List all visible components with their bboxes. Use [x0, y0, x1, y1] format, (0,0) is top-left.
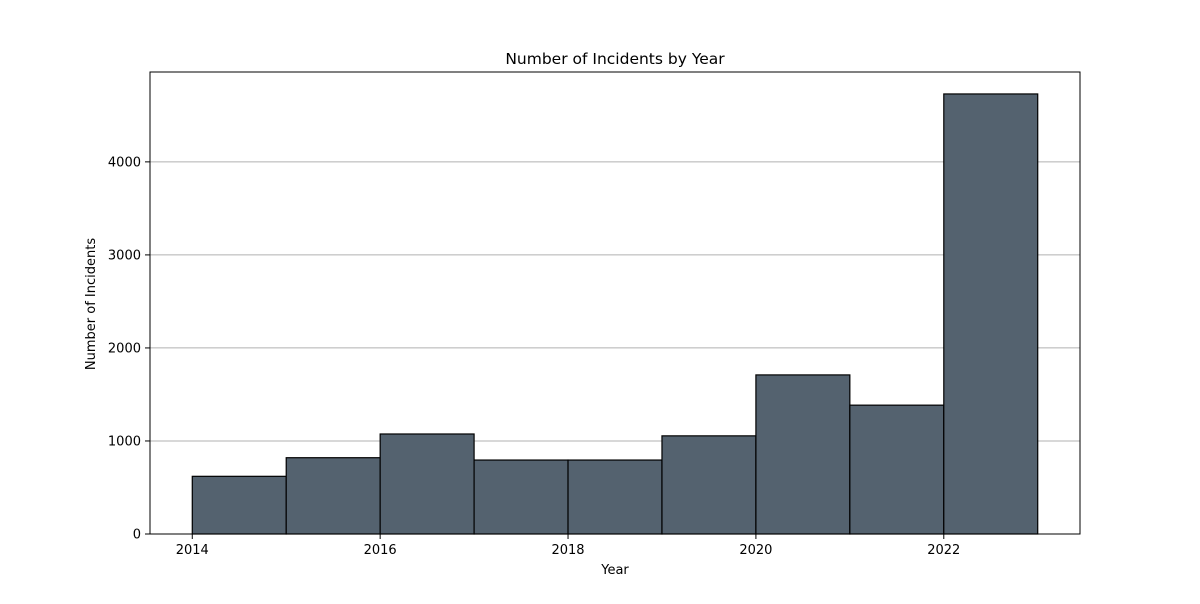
axes-frame: [149, 71, 1081, 535]
y-tick-label: 1000: [108, 434, 141, 449]
y-tick-label: 4000: [108, 155, 141, 170]
y-axis-label: Number of Incidents: [84, 238, 99, 370]
y-tick-label: 2000: [108, 341, 141, 356]
x-axis-label: Year: [600, 563, 629, 578]
chart-title: Number of Incidents by Year: [505, 50, 725, 68]
x-tick-label: 2016: [364, 543, 397, 558]
histogram-bar: [943, 93, 1039, 535]
histogram-bar: [755, 374, 851, 535]
y-tick-label: 0: [133, 528, 141, 543]
histogram-bar: [379, 433, 475, 535]
bars: [191, 93, 1039, 535]
histogram-bar: [191, 475, 287, 535]
x-tick-label: 2020: [739, 543, 772, 558]
histogram-bar: [849, 404, 945, 535]
histogram-bar: [661, 435, 757, 535]
histogram-bar: [567, 459, 663, 535]
x-tick-label: 2018: [551, 543, 584, 558]
grid-lines: [150, 161, 1080, 442]
x-tick-label: 2014: [176, 543, 209, 558]
x-axis-ticks: 2014 2016 2018 2020 2022: [176, 534, 960, 558]
x-tick-label: 2022: [927, 543, 960, 558]
histogram-bar: [285, 457, 381, 535]
histogram-bar: [473, 459, 569, 535]
y-axis-ticks: 0 1000 2000 3000 4000: [108, 155, 150, 543]
y-tick-label: 3000: [108, 248, 141, 263]
